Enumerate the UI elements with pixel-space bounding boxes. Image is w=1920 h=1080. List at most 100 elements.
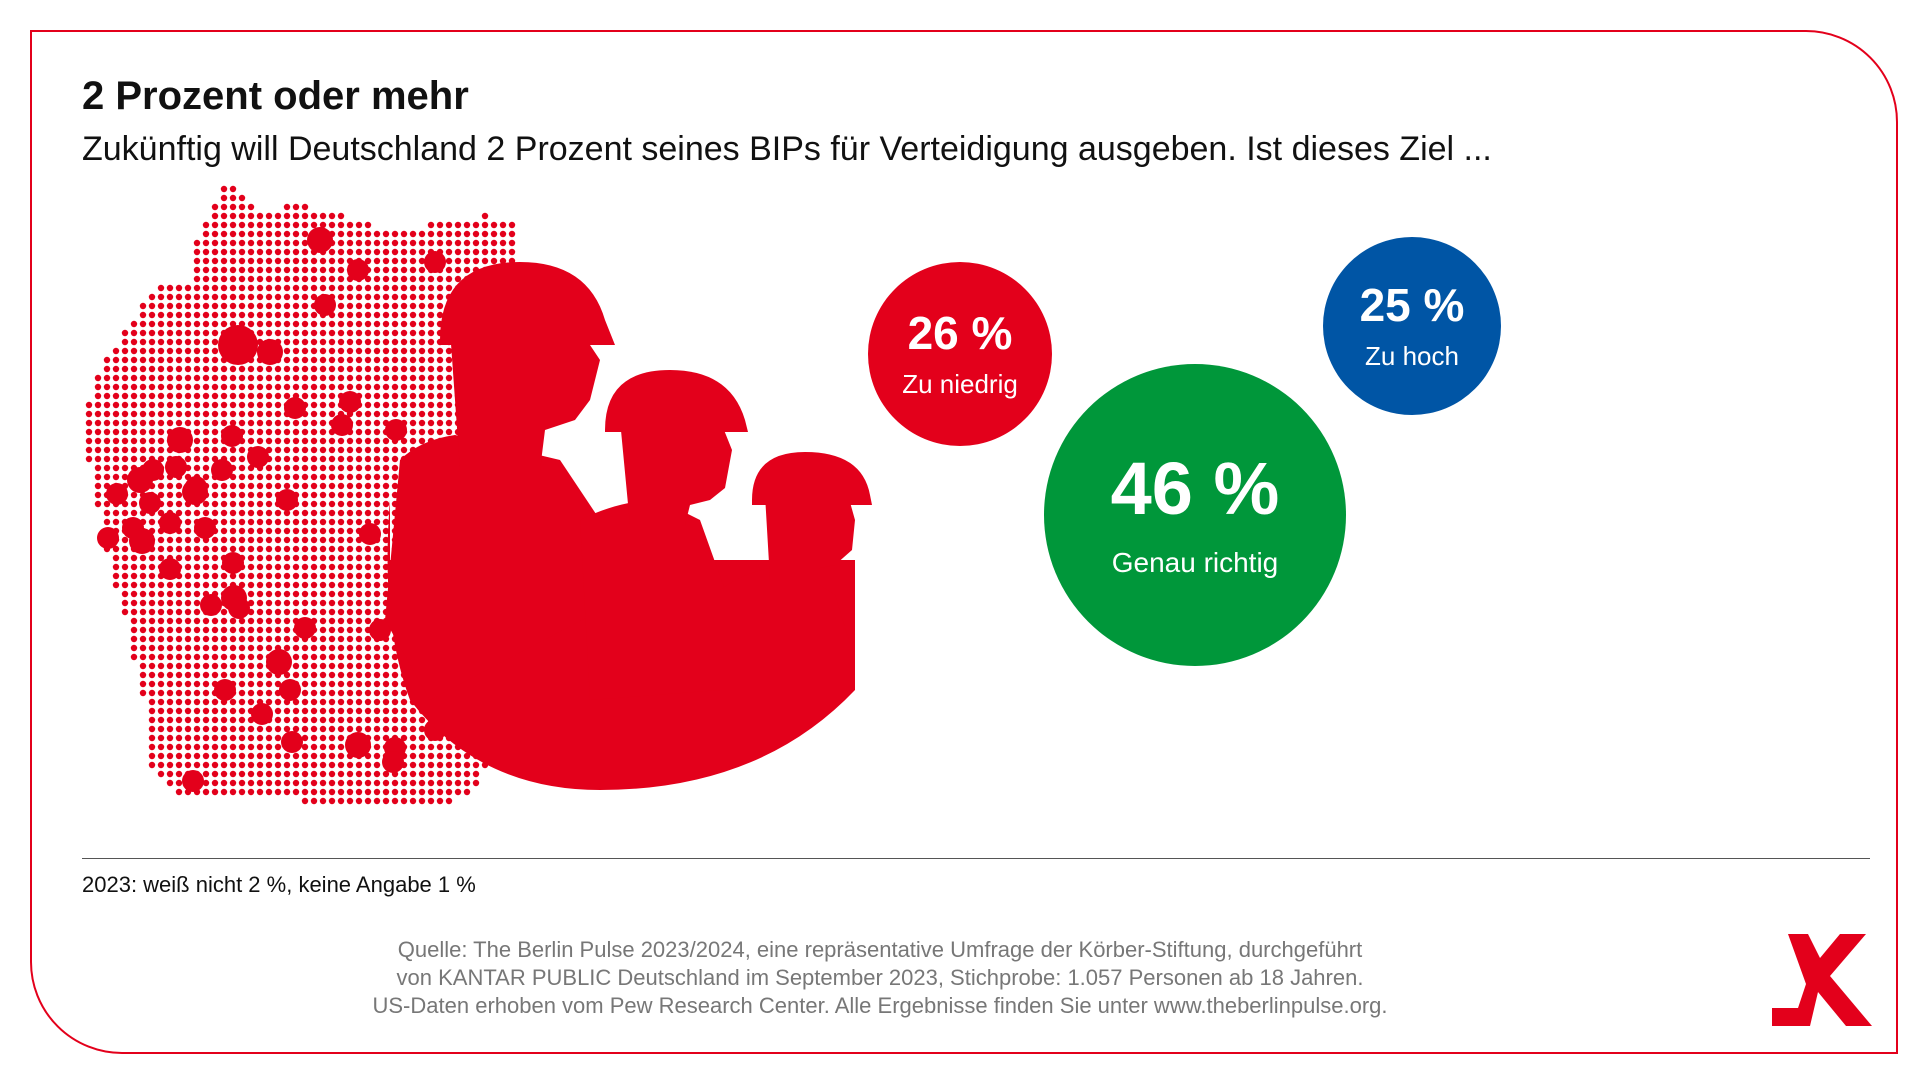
map-dot: [355, 779, 363, 787]
map-dot: [139, 635, 147, 643]
map-dot: [139, 347, 147, 355]
map-dot: [175, 608, 183, 616]
map-dot: [256, 284, 264, 292]
map-dot: [94, 419, 102, 427]
map-dot: [130, 392, 138, 400]
map-dot: [148, 671, 156, 679]
map-dot: [148, 608, 156, 616]
map-dot: [463, 761, 471, 769]
map-dot: [166, 491, 174, 499]
map-dot: [328, 626, 336, 634]
map-dot: [148, 518, 156, 526]
map-dot: [499, 248, 507, 256]
map-dot: [292, 266, 300, 274]
map-dot: [256, 635, 264, 643]
map-dot: [346, 383, 354, 391]
map-dot: [346, 671, 354, 679]
map-dot: [355, 320, 363, 328]
map-dot: [220, 302, 228, 310]
map-dot: [265, 374, 273, 382]
map-dot: [319, 482, 327, 490]
map-dot: [346, 581, 354, 589]
city-dot: [369, 619, 391, 641]
map-dot: [175, 680, 183, 688]
map-dot: [301, 365, 309, 373]
map-dot: [427, 779, 435, 787]
map-dot: [157, 311, 165, 319]
city-dot: [359, 523, 381, 545]
map-dot: [256, 779, 264, 787]
map-dot: [319, 788, 327, 796]
map-dot: [265, 383, 273, 391]
map-dot: [292, 518, 300, 526]
map-dot: [202, 563, 210, 571]
map-dot: [193, 464, 201, 472]
map-dot: [319, 320, 327, 328]
map-dot: [346, 473, 354, 481]
map-dot: [292, 545, 300, 553]
map-dot: [247, 221, 255, 229]
map-dot: [202, 410, 210, 418]
map-dot: [319, 383, 327, 391]
map-dot: [274, 221, 282, 229]
map-dot: [220, 365, 228, 373]
map-dot: [193, 707, 201, 715]
map-dot: [301, 473, 309, 481]
map-dot: [445, 401, 453, 409]
map-dot: [220, 410, 228, 418]
map-dot: [139, 401, 147, 409]
map-dot: [472, 770, 480, 778]
map-dot: [247, 527, 255, 535]
map-dot: [418, 725, 426, 733]
map-dot: [220, 239, 228, 247]
map-dot: [139, 554, 147, 562]
map-dot: [346, 797, 354, 805]
map-dot: [112, 518, 120, 526]
map-dot: [220, 401, 228, 409]
map-dot: [418, 716, 426, 724]
map-dot: [391, 716, 399, 724]
map-dot: [94, 437, 102, 445]
map-dot: [292, 383, 300, 391]
map-dot: [193, 536, 201, 544]
map-dot: [175, 662, 183, 670]
map-dot: [373, 743, 381, 751]
map-dot: [373, 653, 381, 661]
map-dot: [292, 311, 300, 319]
map-dot: [202, 581, 210, 589]
bubble-genau-richtig: 46 % Genau richtig: [1044, 364, 1346, 666]
map-dot: [292, 365, 300, 373]
map-dot: [382, 797, 390, 805]
map-dot: [355, 284, 363, 292]
map-dot: [265, 644, 273, 652]
map-dot: [301, 599, 309, 607]
map-dot: [391, 230, 399, 238]
map-dot: [427, 230, 435, 238]
map-dot: [373, 599, 381, 607]
map-dot: [184, 401, 192, 409]
map-dot: [391, 680, 399, 688]
map-dot: [220, 185, 228, 193]
map-dot: [337, 734, 345, 742]
map-dot: [175, 626, 183, 634]
map-dot: [274, 320, 282, 328]
map-dot: [157, 689, 165, 697]
map-dot: [382, 365, 390, 373]
map-dot: [409, 356, 417, 364]
map-dot: [220, 491, 228, 499]
map-dot: [265, 482, 273, 490]
map-dot: [238, 572, 246, 580]
map-dot: [364, 410, 372, 418]
map-dot: [328, 221, 336, 229]
map-dot: [166, 698, 174, 706]
map-dot: [292, 554, 300, 562]
map-dot: [445, 392, 453, 400]
map-dot: [382, 707, 390, 715]
map-dot: [193, 284, 201, 292]
map-dot: [256, 644, 264, 652]
map-dot: [247, 491, 255, 499]
map-dot: [220, 644, 228, 652]
map-dot: [247, 230, 255, 238]
map-dot: [247, 419, 255, 427]
chart-title: 2 Prozent oder mehr: [82, 74, 469, 118]
